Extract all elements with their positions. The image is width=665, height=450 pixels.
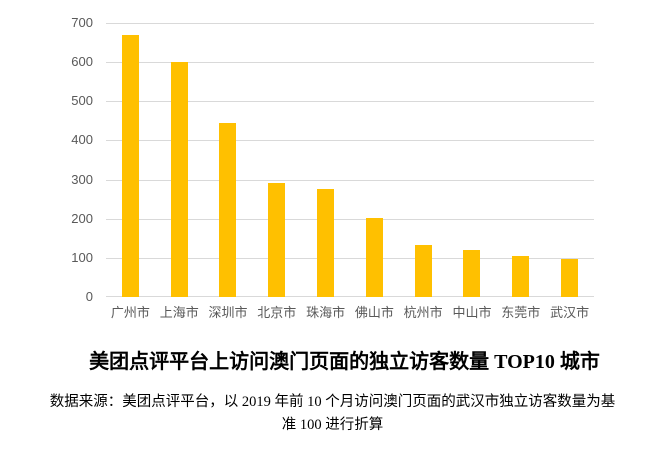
y-tick-label: 600 [71, 54, 93, 70]
bar-slot [399, 23, 448, 297]
x-tick-label: 深圳市 [208, 305, 248, 320]
bar [317, 189, 335, 297]
gridlines [106, 23, 594, 297]
bar [561, 259, 579, 297]
bar-slot [350, 23, 399, 297]
bar-slot [301, 23, 350, 297]
gridline [106, 179, 594, 181]
gridline [106, 296, 594, 297]
y-axis: 0 100 200 300 400 500 600 700 [0, 15, 93, 304]
gridline [106, 23, 594, 24]
x-axis: 广州市 上海市 深圳市 北京市 珠海市 佛山市 杭州市 中山市 东莞市 武汉市 [106, 302, 594, 321]
bar [219, 122, 237, 297]
gridline [106, 62, 594, 64]
bar [170, 62, 188, 297]
gridline [106, 101, 594, 103]
y-tick-label: 100 [71, 249, 93, 265]
y-tick-label: 500 [71, 93, 93, 109]
bar-slot [106, 23, 155, 297]
gridline [106, 140, 594, 142]
bar [512, 255, 530, 297]
bar [365, 217, 383, 297]
gridline [106, 257, 594, 259]
gridline [106, 218, 594, 220]
bar [268, 182, 286, 297]
y-tick-label: 0 [85, 289, 93, 304]
x-tick-label: 广州市 [110, 305, 150, 320]
x-tick-label: 北京市 [257, 305, 297, 320]
bars [106, 23, 594, 297]
bar-slot [496, 23, 545, 297]
chart-title: 美团点评平台上访问澳门页面的独立访客数量 TOP10 城市 [89, 351, 600, 373]
x-tick-label: 上海市 [159, 305, 199, 320]
x-tick-label: 东莞市 [501, 305, 541, 320]
y-tick-label: 200 [71, 210, 93, 226]
footnote-line-2: 准 100 进行折算 [281, 417, 384, 433]
x-tick-label: 杭州市 [403, 305, 443, 320]
footnote-line-1: 数据来源：美团点评平台，以 2019 年前 10 个月访问澳门页面的武汉市独立访… [49, 394, 616, 410]
bar-slot [204, 23, 253, 297]
bar [121, 34, 139, 297]
x-tick-label: 中山市 [452, 305, 492, 320]
bar-slot [545, 23, 594, 297]
x-tick-label: 珠海市 [306, 305, 346, 320]
x-tick-label: 武汉市 [550, 305, 590, 320]
plot-area [106, 23, 594, 297]
bar [414, 244, 432, 297]
y-tick-label: 700 [71, 15, 93, 30]
y-tick-label: 400 [71, 132, 93, 148]
y-tick-label: 300 [71, 171, 93, 187]
bar [463, 250, 481, 297]
bar-slot [448, 23, 497, 297]
data-source-note: 数据来源：美团点评平台，以 2019 年前 10 个月访问澳门页面的武汉市独立访… [0, 391, 665, 437]
x-tick-label: 佛山市 [354, 305, 394, 320]
bar-slot [155, 23, 204, 297]
bar-slot [252, 23, 301, 297]
